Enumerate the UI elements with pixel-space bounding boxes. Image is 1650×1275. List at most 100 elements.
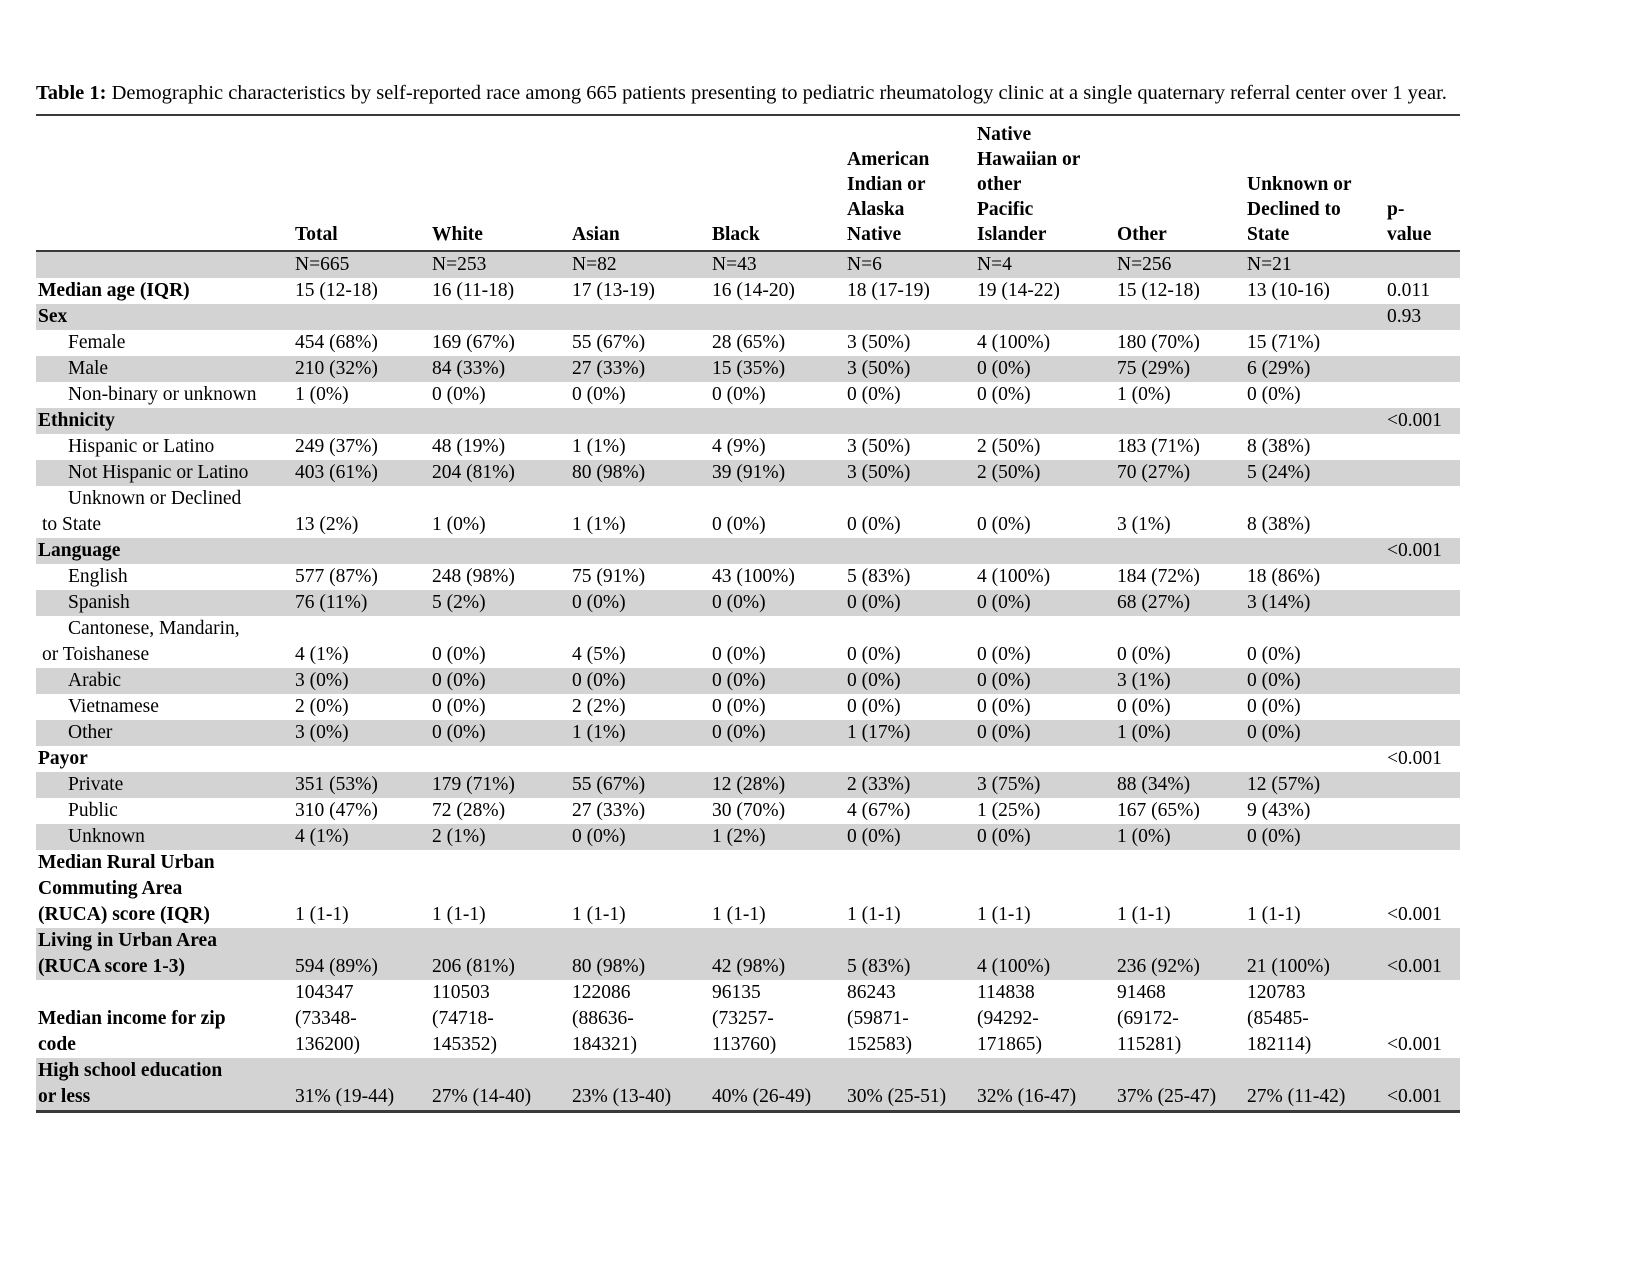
table-row: Cantonese, Mandarin, or Toishanese 4 (1%)… xyxy=(36,616,1460,668)
value-cell: 1 (0%) xyxy=(295,384,349,405)
value-cell: 4 (1%) xyxy=(293,824,430,850)
value-cell: 2 (1%) xyxy=(430,824,570,850)
value-cell xyxy=(1115,746,1245,772)
value-cell: 15 (12-18) xyxy=(1117,280,1200,301)
value-cell: 3 (0%) xyxy=(293,720,430,746)
value-cell: 0 (0%) xyxy=(712,644,766,665)
value-cell: 0 (0%) xyxy=(975,356,1115,382)
value-cell xyxy=(570,538,710,564)
value-cell: 2 (50%) xyxy=(977,436,1041,457)
value-cell: 248 (98%) xyxy=(432,566,515,587)
row-label: English xyxy=(68,566,128,587)
value-cell xyxy=(1245,538,1385,564)
value-cell: 15 (35%) xyxy=(710,356,845,382)
value-cell: 2 (50%) xyxy=(975,460,1115,486)
table-row: Payor <0.001 xyxy=(36,746,1460,772)
value-cell: 5 (83%) xyxy=(847,566,911,587)
table-row: Sex 0.93 xyxy=(36,304,1460,330)
value-cell: 19 (14-22) xyxy=(977,280,1060,301)
value-cell xyxy=(293,538,430,564)
value-cell xyxy=(845,408,975,434)
value-cell: 0 (0%) xyxy=(710,720,845,746)
value-cell xyxy=(845,746,975,772)
value-cell: 6 (29%) xyxy=(1245,356,1385,382)
table-header: Total White Asian Black American Indian or A… xyxy=(36,115,1460,252)
value-cell: 96135 (73257- 113760) xyxy=(712,982,777,1055)
value-cell: 0 (0%) xyxy=(1245,720,1385,746)
value-cell: 21 (100%) xyxy=(1245,928,1385,980)
table-row: High school education or less 31% (19-44)… xyxy=(36,1058,1460,1113)
p-value-cell xyxy=(1385,590,1460,616)
value-cell: 1 (1-1) xyxy=(1117,904,1171,925)
value-cell: 16 (11-18) xyxy=(432,280,515,301)
value-cell: 1 (1-1) xyxy=(977,904,1031,925)
value-cell: 0 (0%) xyxy=(975,590,1115,616)
value-cell: 27 (33%) xyxy=(572,800,646,821)
value-cell xyxy=(710,538,845,564)
value-cell: 0 (0%) xyxy=(710,668,845,694)
value-cell: 120783 (85485- 182114) xyxy=(1247,982,1312,1055)
value-cell: 0 (0%) xyxy=(977,644,1031,665)
n-counts-row: N=665 N=253 N=82 N=43 N=6 N=4 N=256 N=21 xyxy=(36,251,1460,278)
row-label: Median age (IQR) xyxy=(38,280,190,301)
value-cell: 1 (1-1) xyxy=(432,904,486,925)
value-cell: 179 (71%) xyxy=(430,772,570,798)
table-row: Private 351 (53%) 179 (71%) 55 (67%) 12 (28%… xyxy=(36,772,1460,798)
row-label: Private xyxy=(36,772,293,798)
n-count-cell: N=6 xyxy=(845,251,975,278)
value-cell: 12 (28%) xyxy=(710,772,845,798)
table-row: Other 3 (0%) 0 (0%) 1 (1%) 0 (0%) 1 (17%) 0 (0… xyxy=(36,720,1460,746)
value-cell: 32% (16-47) xyxy=(975,1058,1115,1113)
row-label: Language xyxy=(36,538,293,564)
n-count-cell: N=665 xyxy=(293,251,430,278)
value-cell: 167 (65%) xyxy=(1117,800,1200,821)
table-row: Non-binary or unknown 1 (0%) 0 (0%) 0 (0%) 0… xyxy=(36,382,1460,408)
value-cell: 8 (38%) xyxy=(1247,514,1311,535)
n-count-cell: N=4 xyxy=(975,251,1115,278)
p-value-cell: <0.001 xyxy=(1385,1058,1460,1113)
value-cell: 15 (12-18) xyxy=(295,280,378,301)
value-cell: 30% (25-51) xyxy=(845,1058,975,1113)
row-label: Public xyxy=(68,800,118,821)
value-cell: 249 (37%) xyxy=(295,436,378,457)
header-row: Total White Asian Black American Indian or A… xyxy=(36,115,1460,252)
value-cell: 2 (33%) xyxy=(845,772,975,798)
value-cell: 1 (0%) xyxy=(1117,384,1171,405)
column-header-1: Total xyxy=(293,115,430,252)
value-cell xyxy=(570,304,710,330)
table-row: Male 210 (32%) 84 (33%) 27 (33%) 15 (35%) 3 (… xyxy=(36,356,1460,382)
row-label: Not Hispanic or Latino xyxy=(36,460,293,486)
column-header-9: p- value xyxy=(1385,115,1460,252)
value-cell xyxy=(975,746,1115,772)
value-cell: 104347 (73348- 136200) xyxy=(295,982,360,1055)
p-value-cell xyxy=(1385,720,1460,746)
value-cell: 3 (0%) xyxy=(293,668,430,694)
row-label: Median Rural Urban Commuting Area (RUCA)… xyxy=(38,852,215,925)
row-label: Female xyxy=(68,332,126,353)
value-cell: 0 (0%) xyxy=(977,384,1031,405)
value-cell xyxy=(710,304,845,330)
table-row: Median income for zip code 104347 (73348-… xyxy=(36,980,1460,1058)
value-cell xyxy=(845,304,975,330)
p-value-cell xyxy=(1385,382,1460,408)
value-cell: 0 (0%) xyxy=(847,644,901,665)
value-cell: 351 (53%) xyxy=(293,772,430,798)
value-cell xyxy=(293,746,430,772)
value-cell: 4 (1%) xyxy=(295,644,349,665)
value-cell xyxy=(430,746,570,772)
column-header-rowlabel xyxy=(36,115,293,252)
value-cell: 0 (0%) xyxy=(1117,696,1171,717)
row-label: Spanish xyxy=(36,590,293,616)
value-cell: 70 (27%) xyxy=(1115,460,1245,486)
value-cell: 18 (86%) xyxy=(1247,566,1321,587)
p-value-cell xyxy=(1385,798,1460,824)
table-row: Spanish 76 (11%) 5 (2%) 0 (0%) 0 (0%) 0 (0%) 0… xyxy=(36,590,1460,616)
value-cell: 18 (17-19) xyxy=(847,280,930,301)
value-cell: 0 (0%) xyxy=(570,824,710,850)
value-cell: 0 (0%) xyxy=(845,824,975,850)
value-cell: 0 (0%) xyxy=(975,668,1115,694)
value-cell: 0 (0%) xyxy=(432,644,486,665)
value-cell: 5 (24%) xyxy=(1245,460,1385,486)
value-cell: 17 (13-19) xyxy=(572,280,655,301)
n-row-label xyxy=(36,251,293,278)
